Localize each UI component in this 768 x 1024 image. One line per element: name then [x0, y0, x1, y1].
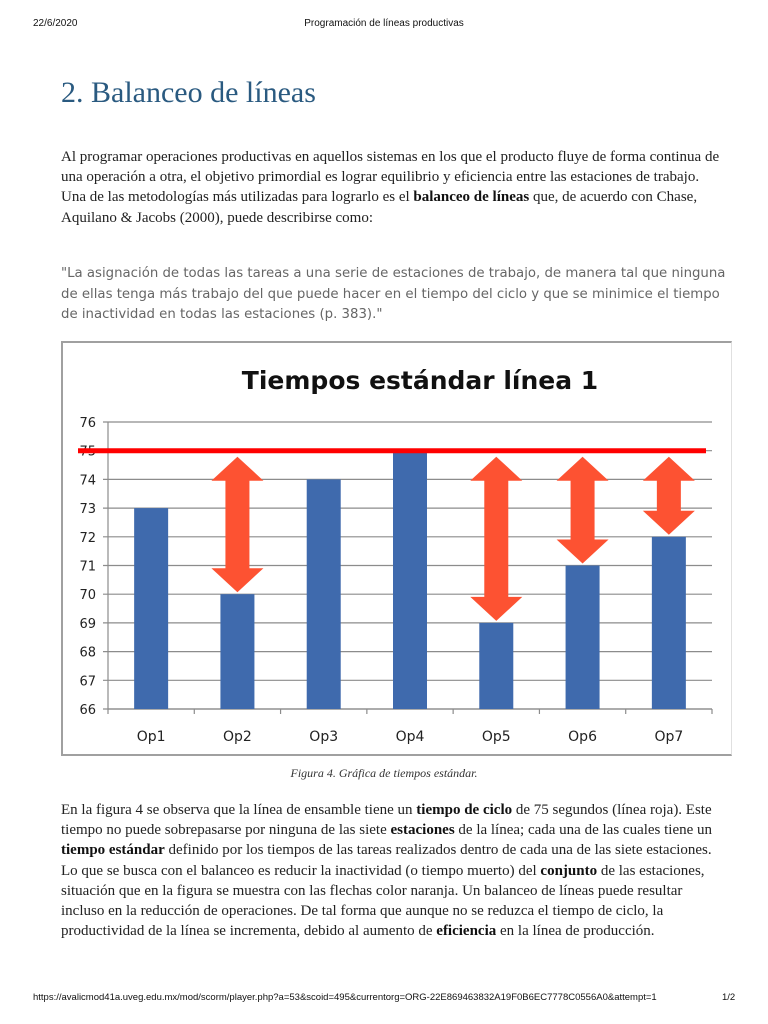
print-header: 22/6/2020 Programación de líneas product… — [0, 18, 768, 34]
print-date: 22/6/2020 — [33, 18, 78, 29]
intro-bold-term: balanceo de líneas — [413, 189, 530, 206]
definition-quote: "La asignación de todas las tareas a una… — [61, 266, 726, 322]
bar-op7 — [651, 536, 686, 709]
y-tick-label: 69 — [79, 617, 96, 632]
body-text: de la línea; cada una de las cuales tien… — [454, 822, 713, 839]
x-category-label: Op4 — [396, 729, 425, 745]
x-category-label: Op2 — [223, 729, 252, 745]
y-tick-label: 74 — [79, 473, 96, 488]
bar-op2 — [220, 594, 255, 709]
bar-op3 — [306, 479, 341, 709]
explanation-paragraph: En la figura 4 se observa que la línea d… — [61, 800, 721, 941]
x-category-label: Op6 — [568, 729, 597, 745]
double-arrow-icon — [556, 456, 609, 564]
y-tick-label: 73 — [79, 502, 96, 517]
section-heading: 2. Balanceo de líneas — [61, 76, 316, 109]
body-text: En la figura 4 se observa que la línea d… — [61, 802, 417, 818]
y-tick-label: 67 — [79, 674, 96, 689]
bar-op6 — [565, 565, 600, 709]
x-category-label: Op5 — [482, 729, 511, 745]
print-title: Programación de líneas productivas — [304, 18, 464, 29]
y-tick-label: 76 — [79, 416, 96, 431]
bar-chart: Tiempos estándar línea 1 66 67 68 69 70 71 72 73… — [78, 366, 713, 745]
intro-paragraph: Al programar operaciones productivas en … — [61, 147, 721, 228]
x-category-label: Op7 — [654, 729, 683, 745]
y-tick-label: 71 — [79, 560, 96, 575]
x-category-label: Op3 — [309, 729, 338, 745]
bar-op4 — [393, 450, 427, 709]
bold-term: eficiencia — [436, 923, 497, 940]
double-arrow-icon — [642, 456, 695, 535]
bold-term: estaciones — [390, 822, 455, 839]
chart-title: Tiempos estándar línea 1 — [242, 366, 598, 395]
bold-term: conjunto — [540, 862, 598, 879]
bold-term: tiempo estándar — [61, 842, 165, 859]
figure-caption: Figura 4. Gráfica de tiempos estándar. — [290, 766, 478, 780]
bar-op5 — [479, 622, 514, 709]
y-tick-label: 72 — [79, 531, 96, 546]
body-text: definido por los tiempos de las tareas r… — [61, 842, 712, 879]
bar-op1 — [134, 508, 169, 709]
intro-text-1: Al programar operaciones productivas en … — [61, 149, 720, 206]
y-tick-label: 66 — [79, 703, 96, 718]
body-text: en la línea de producción. — [496, 923, 655, 940]
page-url: https://avalicmod41a.uveg.edu.mx/mod/sco… — [33, 992, 657, 1003]
chart-figure: Tiempos estándar línea 1 66 67 68 69 70 71 72 73… — [61, 341, 732, 756]
double-arrow-icon — [211, 456, 264, 593]
intro-text-2: que, de acuerdo con Chase, Aquilano & Ja… — [61, 189, 698, 226]
x-category-label: Op1 — [137, 729, 166, 745]
body-text: de 75 segundos (línea roja). Este tiempo… — [61, 802, 712, 839]
bold-term: tiempo de ciclo — [416, 802, 513, 818]
double-arrow-icon — [470, 456, 523, 621]
body-text: de las estaciones, situación que en la f… — [61, 862, 705, 940]
y-tick-label: 68 — [79, 646, 96, 661]
page-number: 1/2 — [722, 992, 736, 1003]
y-tick-label: 70 — [79, 588, 96, 603]
